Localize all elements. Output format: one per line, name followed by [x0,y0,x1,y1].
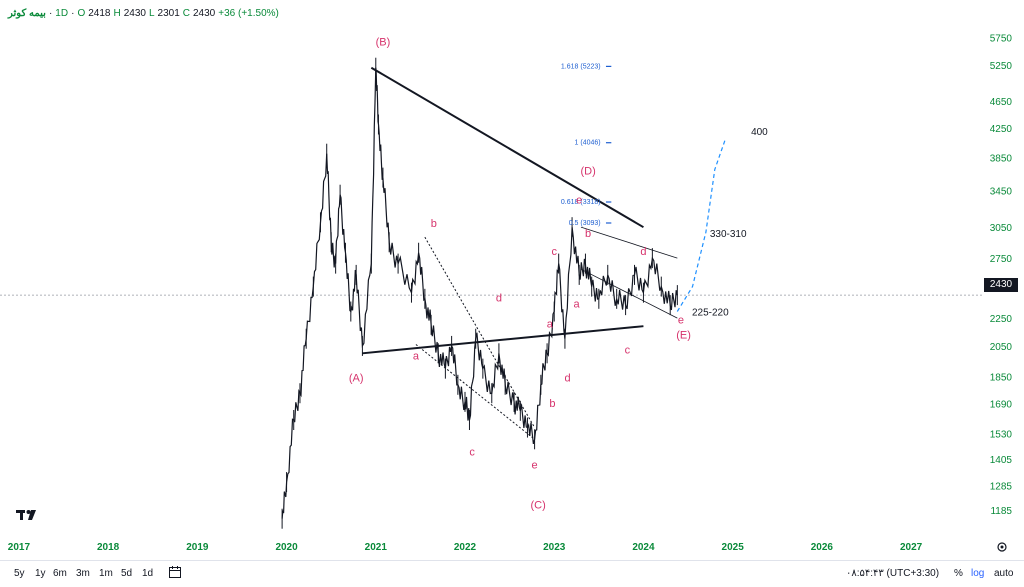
channel-line-upper [424,236,536,428]
high-label: H [113,8,121,19]
tradingview-logo-icon[interactable] [16,508,40,522]
price-axis-tick: 2750 [990,254,1013,265]
minor-wave-label: b [549,398,555,410]
chart-header: بیمه کوثر · 1D · O 2418 H 2430 L 2301 C 2430… [8,8,279,19]
price-axis-tick: 5750 [990,34,1013,45]
range-button-5y[interactable]: 5y [14,568,25,579]
symbol-name[interactable]: بیمه کوثر [8,8,46,19]
change-value: +36 (+1.50%) [218,8,279,19]
price-chart[interactable]: 5750 5250 4650 4250 3850 3450 3050 2750 2250 2050… [0,0,1024,560]
log-toggle[interactable]: log [971,568,985,579]
target-label: 330-310 [710,229,747,240]
current-price-tag: 2430 [984,278,1018,292]
range-button-5d[interactable]: 5d [121,568,133,579]
time-axis-tick: 2022 [454,542,477,553]
separator-dot: · [71,8,75,19]
calendar-range-icon[interactable] [168,565,182,579]
time-axis-tick: 2021 [365,542,388,553]
time-axis-tick: 2017 [8,542,31,553]
price-axis-tick: 1405 [990,455,1013,466]
target-label: 225-220 [692,307,729,318]
minor-wave-label: a [547,319,554,331]
open-value: 2418 [88,8,111,19]
major-wave-label: (B) [376,37,391,49]
time-axis-tick: 2020 [275,542,298,553]
minor-wave-label: b [585,228,591,240]
minor-wave-label: b [431,218,437,230]
open-label: O [77,8,86,19]
price-axis-tick: 3850 [990,154,1013,165]
range-button-6m[interactable]: 6m [53,568,67,579]
time-axis-tick: 2025 [722,542,745,553]
price-axis-tick: 1185 [990,506,1012,517]
percent-toggle[interactable]: % [954,568,963,579]
minor-wave-label: c [625,344,631,356]
minor-wave-label: e [532,460,538,472]
major-wave-label: (C) [531,499,546,511]
price-axis-tick: 2250 [990,314,1013,325]
target-label: 400 [751,127,768,138]
price-axis-tick: 4250 [990,124,1013,135]
minor-wave-label: d [496,292,502,304]
price-axis-tick: 4650 [990,97,1013,108]
price-axis-tick: 3450 [990,186,1013,197]
triangle-lower-line [362,325,644,355]
minor-wave-label: c [469,447,475,459]
major-wave-label: (E) [676,330,691,342]
price-axis-tick: 3050 [990,223,1013,234]
fib-level-label: 1.618 (5223) [561,63,601,70]
range-button-1m[interactable]: 1m [99,568,113,579]
major-wave-label: (A) [349,372,364,384]
price-axis-tick: 1530 [990,429,1013,440]
auto-toggle[interactable]: auto [994,568,1014,579]
price-axis-tick: 1285 [990,482,1013,493]
channel-bottom-line [580,268,678,319]
time-axis-tick: 2019 [186,542,209,553]
projection-curve [676,138,727,312]
price-axis-tick: 2050 [990,342,1013,353]
minor-wave-label: d [640,246,646,258]
price-axis-tick: 1850 [990,373,1013,384]
time-axis-tick: 2023 [543,542,566,553]
range-button-1d[interactable]: 1d [142,568,154,579]
minor-wave-label: a [413,350,420,362]
settings-gear-icon[interactable] [996,541,1008,553]
time-axis-tick: 2018 [97,542,120,553]
minor-wave-label: e [576,195,582,207]
range-button-3m[interactable]: 3m [76,568,90,579]
minor-wave-label: d [565,372,571,384]
high-value: 2430 [123,8,146,19]
range-button-1y[interactable]: 1y [35,568,46,579]
channel-top-line [580,226,678,259]
price-axis-tick: 1690 [990,400,1013,411]
triangle-upper-line [370,66,644,229]
price-axis-tick: 5250 [990,61,1013,72]
time-axis-tick: 2026 [811,542,834,553]
major-wave-label: (D) [580,165,595,177]
fib-level-label: 0.5 (3093) [569,220,601,227]
price-series-line [281,67,678,519]
fib-level-label: 0.618 (3318) [561,199,601,206]
time-axis-tick: 2024 [632,542,655,553]
minor-wave-label: c [551,246,557,258]
time-axis-tick: 2027 [900,542,923,553]
low-label: L [148,8,155,19]
low-value: 2301 [157,8,180,19]
fib-level-label: 1 (4046) [575,140,601,147]
close-value: 2430 [193,8,216,19]
timeframe-label[interactable]: 1D [55,8,69,19]
minor-wave-label: e [678,314,684,326]
channel-line-lower [415,344,535,440]
chart-footer: 5y 1y 6m 3m 1m 5d 1d ۰۸:۵۴:۴۳ (UTC+3:30)… [0,560,1024,587]
close-label: C [182,8,190,19]
clock-readout[interactable]: ۰۸:۵۴:۴۳ (UTC+3:30) [846,568,940,579]
minor-wave-label: a [573,299,580,311]
separator-dot: · [48,8,53,19]
